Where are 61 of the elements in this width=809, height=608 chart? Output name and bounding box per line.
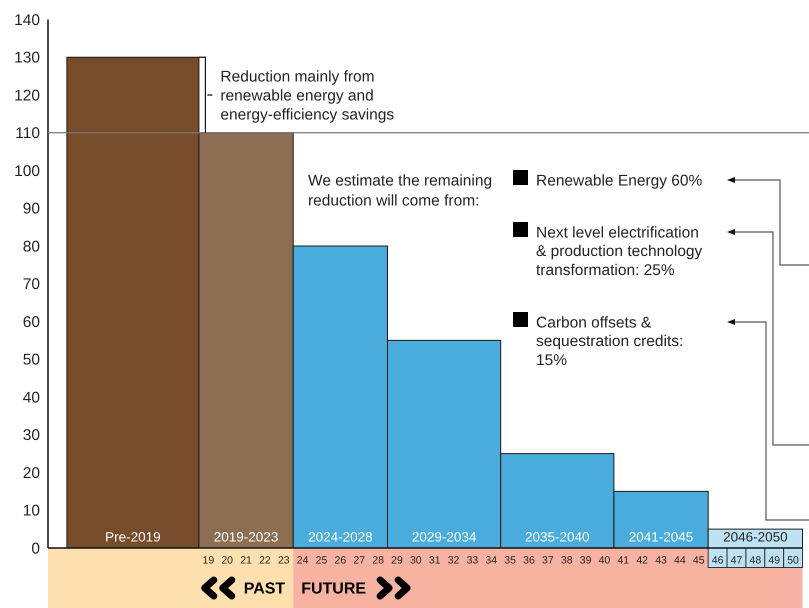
y-tick-label: 80 xyxy=(22,238,40,256)
x-tick-label: 31 xyxy=(428,554,441,567)
y-tick-label: 10 xyxy=(22,502,40,520)
y-tick-label: 100 xyxy=(14,162,40,180)
y-tick-label: 140 xyxy=(14,12,40,29)
x-tick-label: 42 xyxy=(636,554,648,567)
x-tick-label: 37 xyxy=(542,554,554,567)
x-tick-label: 24 xyxy=(296,554,309,567)
y-tick-label: 30 xyxy=(22,427,40,444)
x-tick-label: 25 xyxy=(316,554,328,567)
x-tick-label: 20 xyxy=(221,554,234,567)
x-tick-label: 39 xyxy=(580,554,592,567)
annotation: 2041-2045 xyxy=(628,530,694,545)
annotation: Reduction mainly from renewable energy and energy-efficiency savings xyxy=(220,68,394,124)
y-tick-label: 40 xyxy=(22,389,40,406)
x-tick-label: 38 xyxy=(560,554,573,567)
annotation: 2035-2040 xyxy=(525,530,590,545)
y-tick-label: 60 xyxy=(22,314,40,331)
y-tick-label: 50 xyxy=(22,352,40,369)
y-tick-label: 110 xyxy=(15,125,40,142)
x-tick-label: 41 xyxy=(617,554,630,567)
x-tick-label: 50 xyxy=(787,554,800,567)
y-tick-label: 90 xyxy=(22,200,40,218)
text: FUTURE xyxy=(301,580,366,598)
x-tick-label: 19 xyxy=(202,554,214,567)
annotation: Renewable Energy 60% xyxy=(536,172,703,190)
x-tick-label: 43 xyxy=(655,554,668,567)
annotation: Pre-2019 xyxy=(105,530,161,545)
x-tick-label: 46 xyxy=(712,554,724,567)
x-tick-label: 26 xyxy=(334,554,346,567)
y-tick-label: 130 xyxy=(14,50,40,67)
x-tick-label: 44 xyxy=(674,554,686,567)
x-tick-label: 27 xyxy=(353,554,366,567)
x-tick-label: 30 xyxy=(410,554,422,567)
x-tick-label: 48 xyxy=(750,554,762,567)
x-tick-label: 45 xyxy=(692,554,705,567)
x-tick-label: 22 xyxy=(259,554,271,567)
y-tick-label: 120 xyxy=(14,87,40,104)
x-tick-label: 34 xyxy=(485,554,498,567)
x-tick-label: 49 xyxy=(768,554,780,567)
x-tick-label: 23 xyxy=(278,554,290,567)
x-tick-label: 21 xyxy=(240,554,252,567)
y-tick-label: 0 xyxy=(31,540,40,558)
x-tick-label: 36 xyxy=(523,554,535,567)
annotation: We estimate the remaining reduction will come from: xyxy=(308,172,492,210)
text: PAST xyxy=(244,580,286,598)
x-tick-label: 33 xyxy=(466,554,478,567)
x-tick-label: 29 xyxy=(391,554,403,567)
y-tick-label: 70 xyxy=(22,276,40,294)
annotation: 2019-2023 xyxy=(214,530,278,545)
annotation: 2046-2050 xyxy=(723,530,788,545)
x-tick-label: 28 xyxy=(372,554,384,567)
annotation: Next level electrification & production technology transformation: 25% xyxy=(536,224,703,279)
annotation: 2024-2028 xyxy=(308,530,373,545)
annotation: Carbon offsets & sequestration credits: 15% xyxy=(536,314,684,369)
y-tick-label: 20 xyxy=(22,464,40,482)
annotation: 2029-2034 xyxy=(412,530,477,545)
x-tick-label: 40 xyxy=(598,554,610,567)
x-tick-label: 32 xyxy=(448,554,460,567)
x-tick-label: 47 xyxy=(730,554,742,567)
x-tick-label: 35 xyxy=(504,554,516,567)
